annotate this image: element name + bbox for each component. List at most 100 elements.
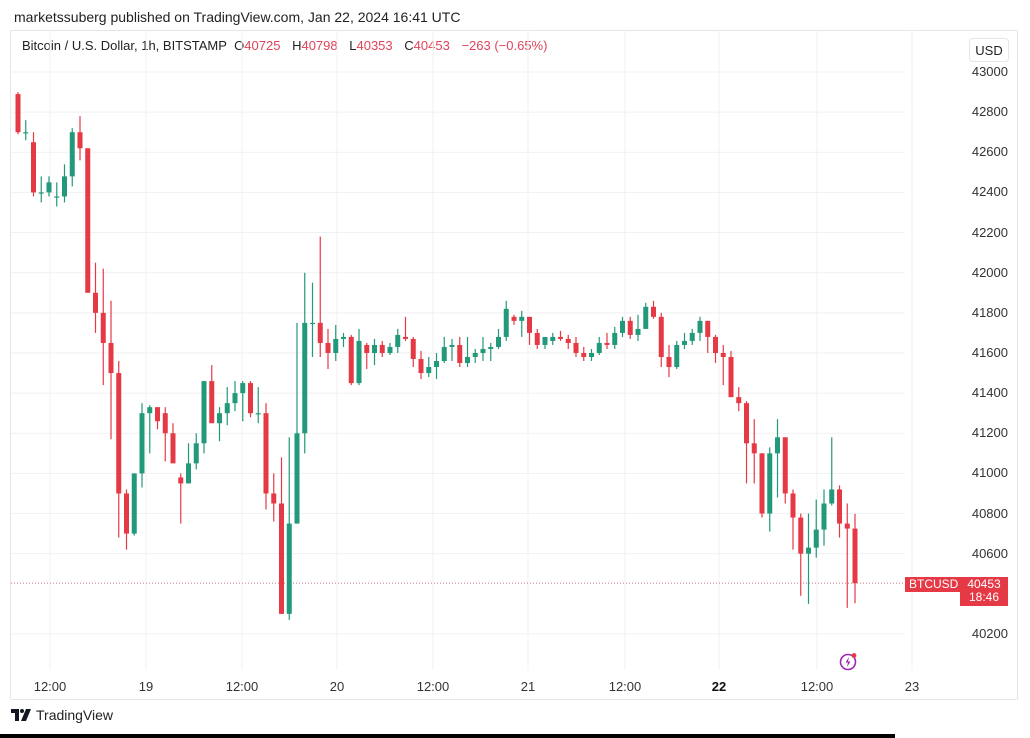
candle[interactable] — [170, 423, 176, 464]
candle[interactable] — [465, 336, 470, 368]
candle[interactable] — [519, 310, 525, 337]
candle[interactable] — [395, 328, 401, 353]
candle[interactable] — [550, 332, 556, 345]
candle[interactable] — [720, 344, 726, 386]
candle[interactable] — [286, 437, 292, 620]
symbol-title[interactable]: Bitcoin / U.S. Dollar, 1h, BITSTAMP — [22, 38, 227, 53]
candle[interactable] — [387, 342, 393, 355]
candle[interactable] — [209, 365, 215, 424]
candle[interactable] — [844, 503, 850, 608]
candle[interactable] — [178, 473, 184, 524]
candle[interactable] — [527, 316, 532, 345]
candle[interactable] — [100, 268, 106, 386]
candle[interactable] — [147, 405, 153, 454]
candle[interactable] — [379, 340, 385, 357]
candle[interactable] — [294, 322, 300, 524]
candle[interactable] — [558, 330, 563, 341]
candle[interactable] — [38, 176, 44, 203]
candle[interactable] — [46, 176, 52, 197]
candle[interactable] — [697, 316, 703, 341]
candle[interactable] — [403, 316, 408, 341]
candle[interactable] — [333, 324, 339, 362]
candle[interactable] — [775, 419, 780, 498]
candle[interactable] — [674, 340, 680, 370]
candle[interactable] — [224, 387, 230, 426]
candle[interactable] — [62, 164, 67, 203]
candle[interactable] — [767, 447, 773, 532]
candle[interactable] — [77, 116, 83, 161]
candle[interactable] — [457, 336, 463, 368]
candle[interactable] — [511, 314, 517, 325]
candle[interactable] — [155, 407, 160, 430]
candle[interactable] — [658, 312, 664, 368]
candle[interactable] — [635, 314, 641, 341]
candle[interactable] — [798, 513, 804, 596]
candle[interactable] — [573, 336, 579, 357]
candle[interactable] — [263, 403, 269, 510]
lightning-alert-icon[interactable] — [838, 651, 858, 671]
candle[interactable] — [15, 92, 21, 135]
candle[interactable] — [310, 282, 315, 357]
candle[interactable] — [852, 513, 858, 604]
candle[interactable] — [162, 407, 168, 462]
candle[interactable] — [441, 336, 447, 364]
candle[interactable] — [325, 328, 331, 370]
candle[interactable] — [341, 332, 346, 347]
candle[interactable] — [503, 300, 509, 341]
candle[interactable] — [93, 262, 98, 333]
candle[interactable] — [651, 300, 656, 319]
candle[interactable] — [372, 338, 377, 366]
candle[interactable] — [31, 132, 36, 197]
candle[interactable] — [131, 473, 137, 536]
candle[interactable] — [728, 350, 734, 398]
candle[interactable] — [496, 328, 501, 349]
candle[interactable] — [837, 485, 842, 538]
candle[interactable] — [751, 419, 757, 484]
candle[interactable] — [829, 437, 835, 506]
candle[interactable] — [348, 334, 354, 386]
candle[interactable] — [581, 346, 587, 362]
candle[interactable] — [201, 381, 207, 454]
candle[interactable] — [186, 443, 191, 484]
candle[interactable] — [759, 453, 765, 518]
candle[interactable] — [69, 128, 75, 187]
candle[interactable] — [736, 387, 742, 412]
candle[interactable] — [434, 352, 439, 380]
chart-frame[interactable] — [10, 30, 1018, 700]
candle[interactable] — [604, 332, 610, 349]
candle[interactable] — [643, 302, 649, 329]
candle[interactable] — [813, 499, 819, 558]
candle[interactable] — [472, 348, 478, 364]
tradingview-logo[interactable]: TradingView — [11, 707, 113, 723]
candle[interactable] — [596, 336, 602, 355]
candle[interactable] — [116, 361, 122, 538]
candle[interactable] — [589, 348, 594, 362]
candle[interactable] — [248, 381, 253, 418]
candle[interactable] — [488, 342, 494, 362]
candle[interactable] — [790, 489, 796, 550]
candle[interactable] — [302, 272, 308, 454]
candle[interactable] — [426, 356, 432, 378]
candle[interactable] — [782, 437, 788, 504]
candle[interactable] — [317, 236, 323, 357]
candle[interactable] — [612, 326, 618, 349]
candle[interactable] — [240, 381, 246, 422]
candle[interactable] — [806, 513, 811, 604]
candle[interactable] — [821, 489, 827, 546]
candle[interactable] — [139, 403, 145, 488]
candle[interactable] — [279, 457, 284, 614]
candle[interactable] — [542, 336, 548, 349]
candle[interactable] — [534, 328, 540, 349]
candle[interactable] — [23, 120, 29, 141]
candle[interactable] — [108, 300, 114, 440]
candle[interactable] — [565, 334, 571, 349]
candle[interactable] — [744, 401, 749, 484]
candle[interactable] — [124, 489, 129, 550]
candle[interactable] — [705, 320, 711, 353]
candle[interactable] — [620, 316, 625, 337]
candle[interactable] — [689, 328, 695, 345]
candle[interactable] — [418, 350, 424, 380]
candle[interactable] — [85, 148, 91, 293]
candle[interactable] — [713, 334, 718, 364]
